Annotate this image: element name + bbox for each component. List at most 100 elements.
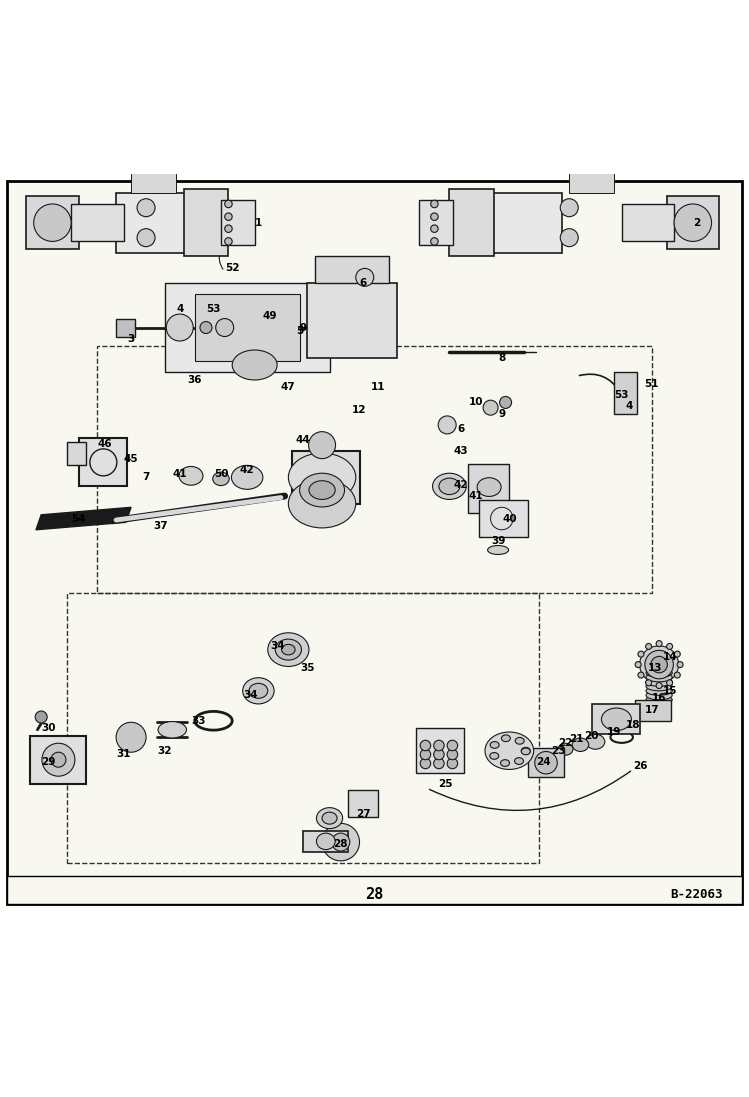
Text: 30: 30 (41, 723, 56, 733)
Ellipse shape (249, 683, 268, 699)
Ellipse shape (646, 682, 673, 691)
Text: 44: 44 (296, 434, 311, 445)
Text: 50: 50 (213, 468, 228, 478)
Text: 27: 27 (356, 810, 371, 819)
Ellipse shape (316, 833, 336, 849)
Text: 20: 20 (584, 731, 599, 740)
Circle shape (42, 744, 75, 777)
Circle shape (434, 749, 444, 760)
Circle shape (434, 740, 444, 750)
Ellipse shape (640, 646, 679, 683)
Circle shape (51, 753, 66, 767)
Bar (667, 196, 719, 249)
Text: 17: 17 (644, 704, 659, 714)
Ellipse shape (322, 812, 337, 824)
Text: 10: 10 (468, 397, 483, 407)
Text: 54: 54 (71, 513, 86, 523)
Text: 5: 5 (296, 326, 303, 337)
Ellipse shape (282, 644, 295, 655)
Circle shape (674, 204, 712, 241)
Circle shape (35, 711, 47, 723)
Text: 7: 7 (142, 473, 150, 483)
Text: 46: 46 (97, 439, 112, 449)
Circle shape (447, 749, 458, 760)
Ellipse shape (586, 734, 605, 749)
Circle shape (674, 652, 680, 657)
Circle shape (431, 225, 438, 233)
Circle shape (166, 314, 193, 341)
Text: 8: 8 (498, 352, 506, 362)
Ellipse shape (646, 695, 673, 704)
Polygon shape (36, 507, 131, 530)
Bar (71, 204, 124, 241)
Text: 52: 52 (225, 262, 240, 273)
Circle shape (638, 652, 644, 657)
Circle shape (225, 225, 232, 233)
Circle shape (431, 213, 438, 220)
Text: 25: 25 (438, 780, 453, 790)
Ellipse shape (477, 477, 501, 497)
Text: 13: 13 (648, 664, 663, 674)
Circle shape (431, 238, 438, 245)
Bar (195, 294, 300, 361)
Bar (116, 318, 135, 337)
Text: 15: 15 (663, 686, 678, 695)
Ellipse shape (651, 656, 667, 672)
Ellipse shape (500, 759, 509, 767)
Ellipse shape (439, 478, 460, 495)
Circle shape (420, 758, 431, 769)
Bar (67, 442, 86, 465)
Text: 49: 49 (262, 312, 277, 321)
Ellipse shape (558, 744, 573, 755)
Text: 9: 9 (498, 409, 506, 419)
Bar (97, 347, 652, 593)
Text: 9: 9 (300, 323, 307, 332)
Text: 51: 51 (644, 378, 659, 388)
Ellipse shape (501, 735, 510, 742)
Circle shape (447, 740, 458, 750)
Circle shape (34, 204, 71, 241)
Ellipse shape (601, 708, 631, 731)
Bar (487, 193, 562, 252)
Circle shape (420, 749, 431, 760)
Text: 53: 53 (206, 304, 221, 314)
Bar (468, 464, 509, 512)
Circle shape (200, 321, 212, 333)
Ellipse shape (179, 466, 203, 485)
Text: 6: 6 (360, 278, 367, 287)
Circle shape (638, 672, 644, 678)
Text: 21: 21 (569, 735, 584, 745)
Bar (622, 204, 674, 241)
Bar (592, 704, 640, 734)
Bar (165, 283, 330, 373)
Text: 36: 36 (187, 375, 202, 385)
Ellipse shape (243, 678, 274, 704)
Bar (79, 438, 127, 486)
Circle shape (560, 228, 578, 247)
Circle shape (560, 199, 578, 217)
Circle shape (216, 318, 234, 337)
Ellipse shape (646, 691, 673, 700)
Ellipse shape (276, 640, 301, 660)
Text: 11: 11 (371, 383, 386, 393)
Circle shape (483, 400, 498, 415)
Ellipse shape (521, 748, 530, 755)
Bar (614, 373, 637, 414)
Bar (479, 500, 528, 538)
Text: 4: 4 (625, 402, 633, 411)
Text: 41: 41 (468, 491, 483, 501)
Circle shape (356, 269, 374, 286)
Circle shape (646, 644, 652, 649)
Circle shape (667, 680, 673, 686)
Circle shape (656, 682, 662, 689)
Ellipse shape (490, 742, 499, 748)
Text: 43: 43 (453, 446, 468, 456)
Circle shape (225, 213, 232, 220)
Circle shape (116, 722, 146, 753)
Circle shape (535, 751, 557, 774)
Ellipse shape (646, 687, 673, 695)
Circle shape (635, 661, 641, 668)
Circle shape (438, 416, 456, 434)
Text: 37: 37 (154, 521, 169, 531)
Text: 4: 4 (176, 304, 184, 314)
